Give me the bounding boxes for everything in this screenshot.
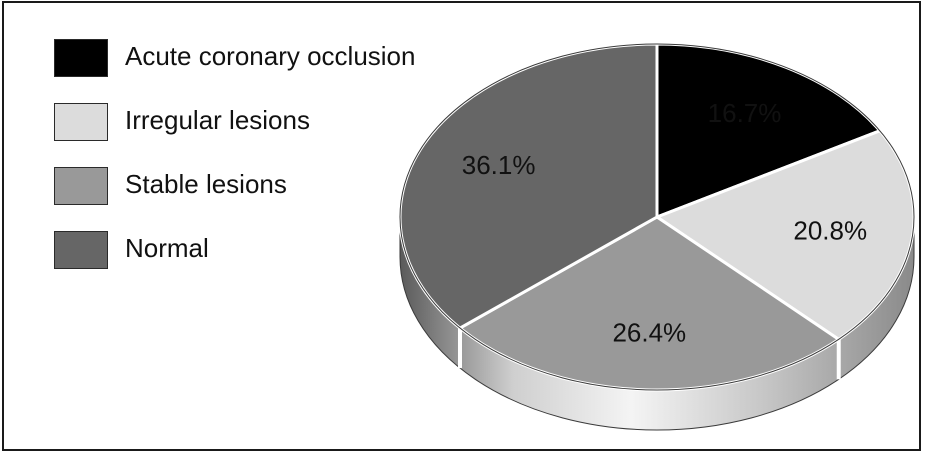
pie-top — [398, 42, 916, 392]
slice-value-label-acute-coronary-occlusion: 16.7% — [708, 98, 782, 128]
legend-label-stable-lesions: Stable lesions — [125, 169, 287, 199]
legend-swatch-normal — [54, 231, 108, 269]
legend-label-irregular-lesions: Irregular lesions — [125, 105, 310, 135]
legend-swatch-irregular-lesions — [54, 103, 108, 141]
legend-swatch-acute-coronary-occlusion — [54, 39, 108, 77]
pie-rim — [399, 43, 915, 391]
legend-label-normal: Normal — [125, 233, 209, 263]
legend-swatch-stable-lesions — [54, 167, 108, 205]
legend-label-acute-coronary-occlusion: Acute coronary occlusion — [125, 41, 416, 71]
slice-value-label-stable-lesions: 26.4% — [612, 317, 686, 347]
slice-value-label-normal: 36.1% — [462, 150, 536, 180]
pie-labels: 16.7% 20.8% 26.4% 36.1% — [462, 98, 867, 347]
slice-value-label-irregular-lesions: 20.8% — [793, 215, 867, 245]
